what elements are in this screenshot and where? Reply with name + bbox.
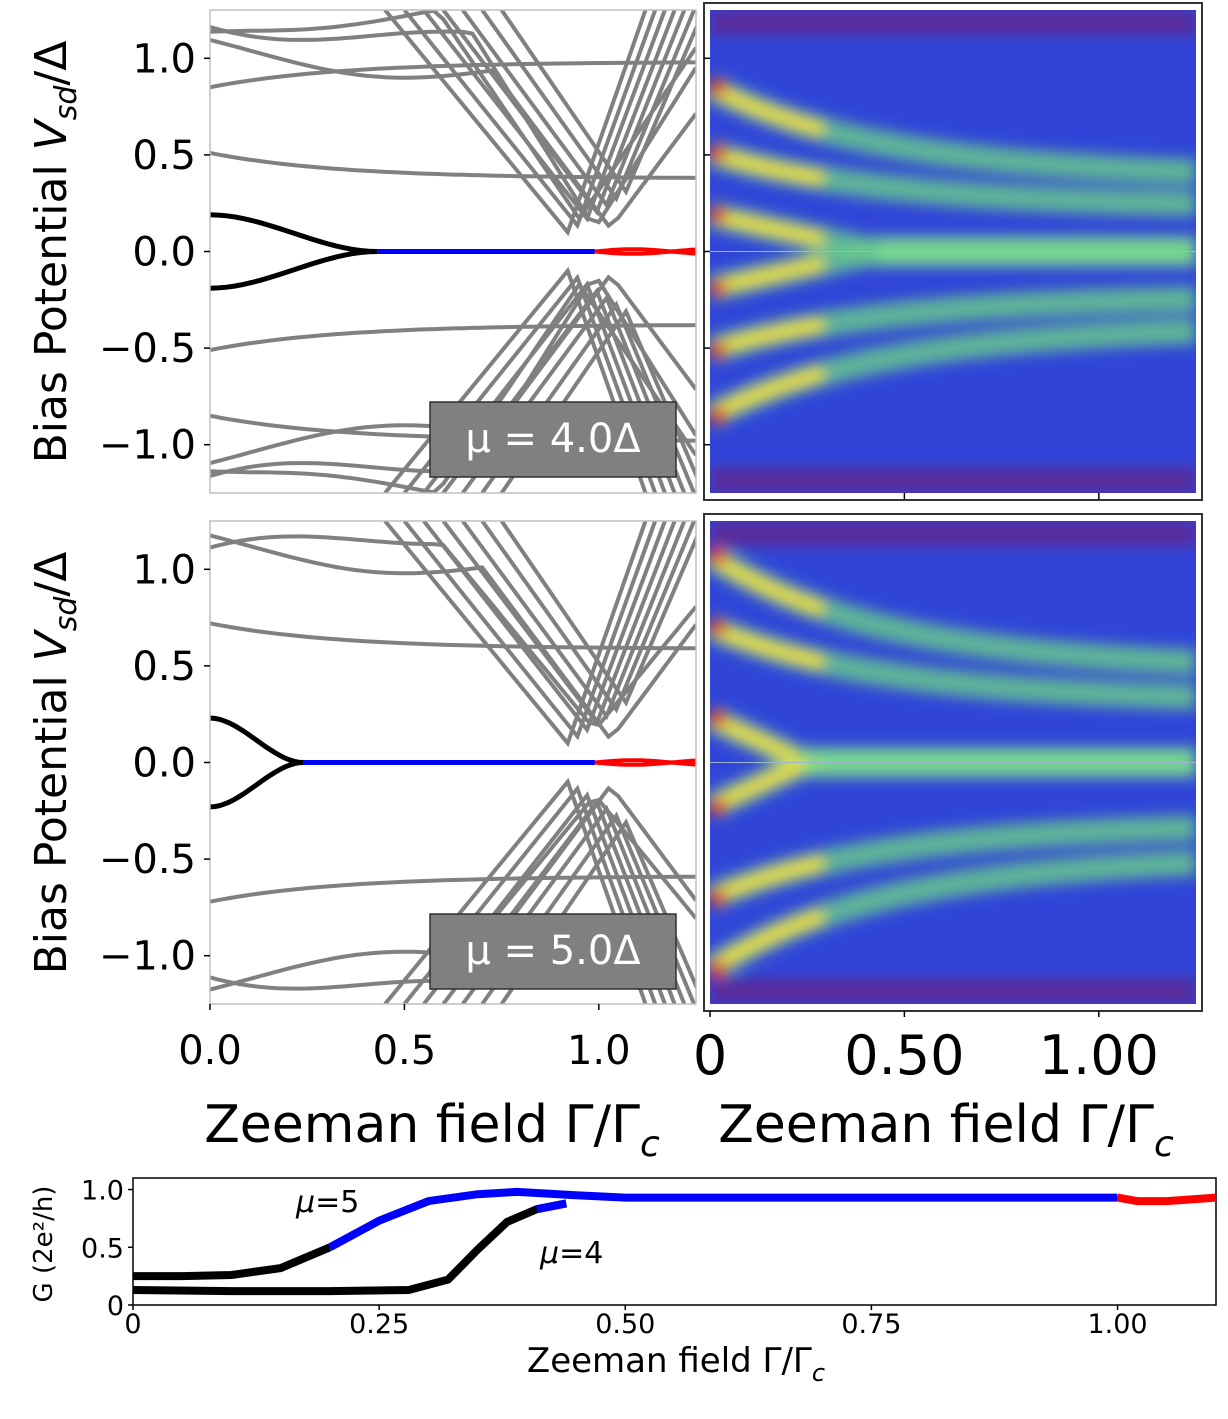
spectrum-top-ytick-label: 1.0	[132, 36, 196, 82]
spectrum-top-gap-closing-level	[383, 10, 648, 237]
heatmap-top-peak	[710, 143, 727, 162]
spectrum-bottom-gap-closing-level	[402, 521, 658, 741]
conductance-series-0-majorana	[327, 1187, 1118, 1251]
heatmap-top-ridge-core	[710, 317, 825, 357]
heatmap-top-edge-band	[710, 10, 1196, 36]
spectrum-bottom-xtick-label: 1.0	[567, 1028, 631, 1074]
conductance-series-1-majorana	[535, 1199, 567, 1214]
spectrum-bottom-gap-closing-level	[422, 521, 667, 734]
conductance-xtick-label: 0.25	[349, 1309, 409, 1340]
spectrum-bottom-gap-closing-level	[383, 521, 648, 748]
spectrum-top-panel: −1.0 −0.5 0.0 0.5 1.0 μ = 4.0Δ	[99, 9, 697, 494]
conductance-xtick-label: 0.75	[841, 1309, 901, 1340]
heatmap-top-peak	[710, 279, 727, 298]
conductance-map-top-panel	[703, 2, 1203, 501]
heatmap-top-peak	[710, 406, 727, 425]
heatmap-bottom-edge-band	[710, 521, 1196, 547]
spectrum-bottom-oscillating-mode	[594, 760, 696, 767]
spectrum-top-oscillating-mode	[594, 249, 696, 256]
heatmap-bottom-ridge-core	[710, 620, 825, 670]
spectrum-bottom-gap-closing-level	[499, 521, 696, 707]
heatmap-bottom-edge-band	[710, 978, 1196, 1004]
conductance-ytick-label: 1.0	[81, 1176, 124, 1207]
spectrum-top-ytick-label: −1.0	[99, 423, 196, 469]
conductance-ylabel: G (2e²/h)	[29, 1186, 59, 1303]
heatmap-bottom-peak	[710, 618, 727, 637]
xlabel-right: Zeeman field Γ/Γc	[718, 1095, 1174, 1165]
spectrum-bottom-ytick-label: 0.0	[132, 741, 196, 787]
spectrum-bottom-ytick-label: 1.0	[132, 547, 196, 593]
heatmap-top-ridge-core	[710, 366, 826, 422]
spectrum-bottom-gap-closing-level	[441, 521, 677, 727]
heatmap-bottom-peak	[710, 546, 727, 565]
heatmap-bottom-ridge-core	[710, 908, 826, 976]
spectrum-bottom-gap-closing-level	[480, 521, 696, 714]
heatmap-bottom-ridge-core	[710, 549, 826, 617]
spectrum-bottom-bulk-level	[210, 621, 696, 651]
xlabel-left: Zeeman field Γ/Γc	[204, 1095, 660, 1165]
ylabel-top: Bias Potential Vsd/Δ	[26, 41, 84, 464]
heatmap-top-edge-band	[710, 467, 1196, 493]
heatmap-bottom-xtick-label: 0.50	[844, 1024, 964, 1087]
spectrum-top-gap-closing-level	[480, 10, 696, 203]
spectrum-top-gap-closing-level	[461, 10, 687, 210]
mu-label-box-top	[429, 401, 677, 478]
spectrum-top-gap-closing-level	[422, 10, 667, 223]
spectrum-bottom-gap-closing-level	[461, 521, 687, 721]
spectrum-top-ytick-label: −0.5	[99, 326, 196, 372]
conductance-series-0-trivial	[133, 1243, 332, 1281]
conductance-panel: 0 0.25 0.50 0.75 1.00 0 0.5 1.0 μ=5 μ=4 G (2e²/…	[29, 1176, 1217, 1387]
spectrum-top-gap-closing-level	[402, 10, 658, 230]
conductance-ytick-label: 0.5	[81, 1233, 124, 1264]
conductance-xtick-label: 1.00	[1087, 1309, 1147, 1340]
spectrum-top-ytick-label: 0.5	[132, 133, 196, 179]
mu-label-bottom: μ = 5.0Δ	[465, 928, 641, 974]
heatmap-top-peak	[710, 205, 727, 224]
heatmap-top-peak	[710, 78, 727, 97]
heatmap-bottom-peak	[710, 888, 727, 907]
spectrum-bottom-trivial-branch	[210, 715, 304, 765]
heatmap-top-peak	[710, 341, 727, 360]
heatmap-bottom-peak	[710, 960, 727, 979]
conductance-ytick-label: 0	[107, 1291, 124, 1322]
conductance-xtick-label: 0	[124, 1309, 141, 1340]
heatmap-top-ridge-core	[710, 146, 825, 186]
heatmap-top-ridge-core	[710, 207, 825, 247]
conductance-xlabel: Zeeman field Γ/Γc	[527, 1341, 825, 1387]
conductance-series-1-trivial	[132, 1199, 567, 1296]
spectrum-top-gap-closing-level	[499, 10, 696, 196]
heatmap-bottom-ridge-core	[710, 855, 825, 905]
spectrum-top-gap-closing-level	[441, 10, 677, 216]
heatmap-bottom-peak	[710, 797, 727, 816]
conductance-xtick-label: 0.50	[595, 1309, 655, 1340]
spectrum-bottom-bulk-level	[210, 874, 696, 904]
spectrum-bottom-bulk-level	[210, 533, 696, 740]
spectrum-top-trivial-branch	[210, 249, 378, 291]
heatmap-top-ridge-core	[710, 256, 825, 296]
mu-label-box-bottom	[429, 913, 677, 990]
heatmap-top-ridge-core	[710, 81, 826, 137]
spectrum-bottom-ytick-label: −1.0	[99, 934, 196, 980]
heatmap-bottom-peak	[710, 709, 727, 728]
heatmap-bottom-xtick-label: 0	[693, 1024, 727, 1087]
conductance-map-bottom-panel: 0 0.50 1.00	[693, 513, 1203, 1087]
series-label-mu4: μ=4	[539, 1236, 603, 1271]
spectrum-top-trivial-branch	[210, 212, 378, 254]
heatmap-bottom-xtick-label: 1.00	[1039, 1024, 1159, 1087]
spectrum-bottom-xtick-label: 0.5	[373, 1028, 437, 1074]
spectrum-bottom-trivial-branch	[210, 760, 304, 810]
mu-label-top: μ = 4.0Δ	[465, 416, 641, 462]
spectrum-bottom-panel: −1.0 −0.5 0.0 0.5 1.0 0.0 0.5 1.0 μ = 5.0Δ	[99, 520, 697, 1074]
spectrum-bottom-xtick-label: 0.0	[178, 1028, 242, 1074]
spectrum-bottom-ytick-label: −0.5	[99, 837, 196, 883]
ylabel-bottom: Bias Potential Vsd/Δ	[26, 552, 84, 975]
spectrum-top-bulk-level	[210, 60, 696, 90]
conductance-series-0-oscillating	[1116, 1193, 1217, 1206]
series-label-mu5: μ=5	[295, 1185, 359, 1220]
spectrum-top-ytick-label: 0.0	[132, 230, 196, 276]
spectrum-top-bulk-level	[210, 37, 696, 229]
spectrum-bottom-ytick-label: 0.5	[132, 644, 196, 690]
